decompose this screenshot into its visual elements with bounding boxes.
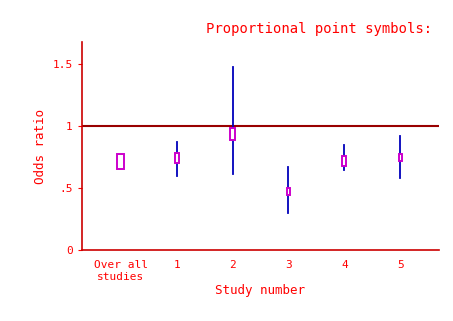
Bar: [117, 154, 124, 169]
Bar: [287, 188, 290, 195]
Bar: [174, 153, 178, 162]
Y-axis label: Odds ratio: Odds ratio: [34, 108, 47, 184]
Text: Proportional point symbols:: Proportional point symbols:: [206, 22, 432, 36]
X-axis label: Study number: Study number: [216, 284, 305, 298]
Bar: [399, 154, 402, 161]
Bar: [342, 156, 347, 166]
Bar: [230, 128, 235, 140]
